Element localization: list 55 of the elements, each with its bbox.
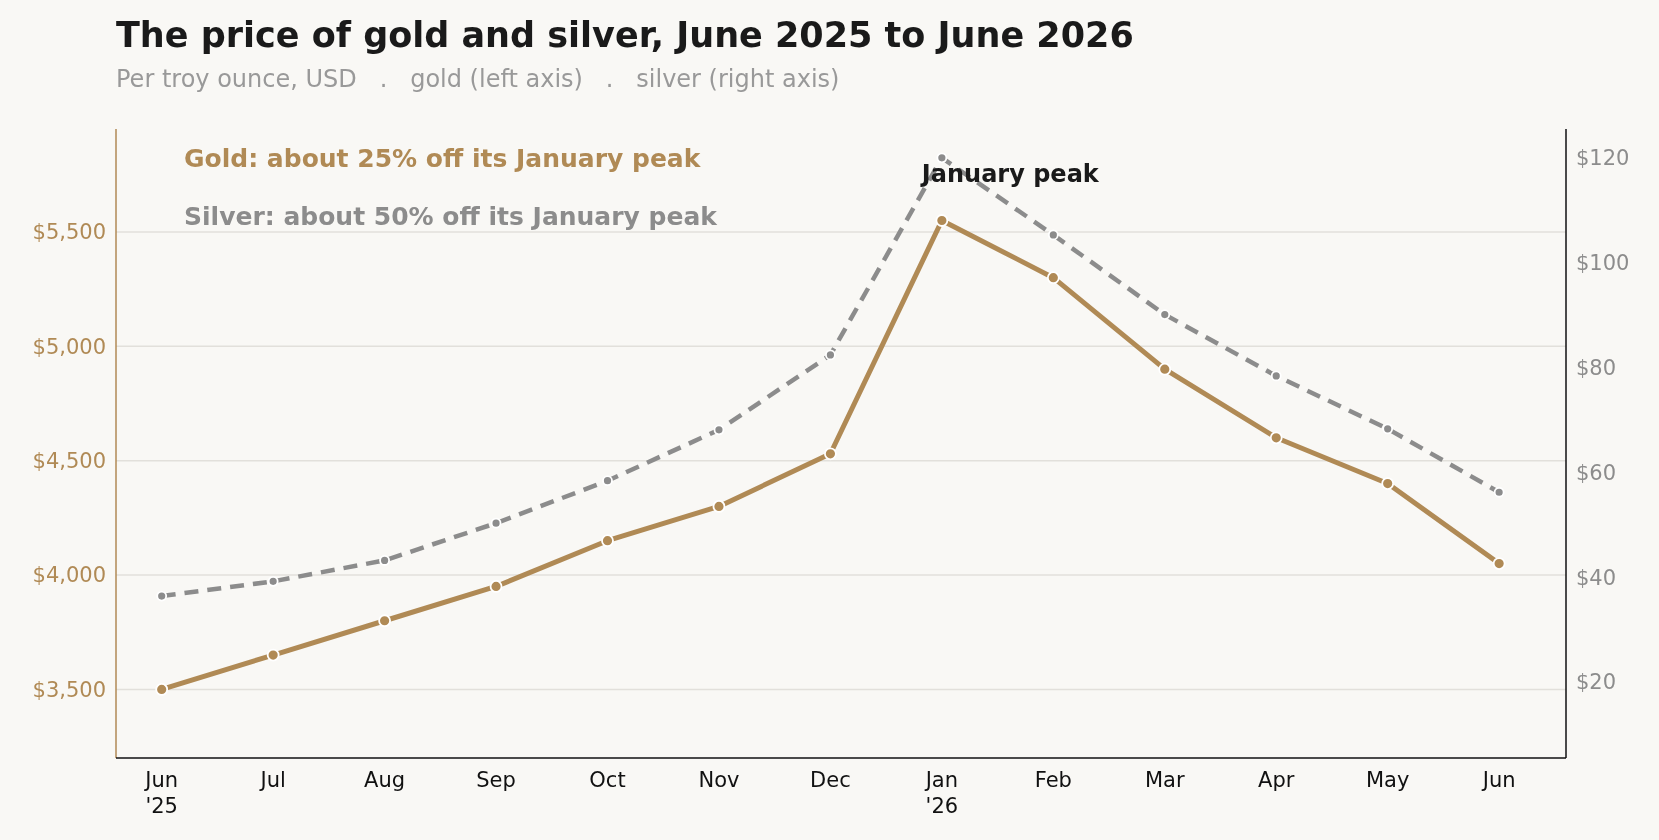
chart-title: The price of gold and silver, June 2025 to June 2026 xyxy=(116,15,1134,55)
chart-subtitle: Per troy ounce, USD . gold (left axis) . silver (right axis) xyxy=(116,65,840,93)
y-tick-label: $5,000 xyxy=(32,334,106,359)
x-tick-label: Jun xyxy=(1480,768,1516,792)
point xyxy=(1493,486,1505,498)
point xyxy=(1492,557,1506,570)
point xyxy=(379,554,390,566)
point xyxy=(712,500,726,513)
point xyxy=(267,575,279,587)
x-tick-label: Nov xyxy=(698,768,740,792)
point xyxy=(1382,423,1394,435)
point xyxy=(825,349,836,361)
x-tick-label: Apr xyxy=(1258,768,1295,792)
y2-tick-label: $60 xyxy=(1576,460,1617,485)
point xyxy=(601,534,614,548)
point xyxy=(1270,370,1282,382)
point xyxy=(1159,309,1171,320)
annotation: January peak xyxy=(919,159,1100,188)
point xyxy=(713,424,725,436)
y2-tick-label: $40 xyxy=(1576,565,1617,590)
x-tick-label: Jan '26 xyxy=(923,768,959,818)
point xyxy=(1269,431,1283,445)
point xyxy=(156,590,168,602)
point xyxy=(602,475,613,487)
point xyxy=(489,580,503,593)
point xyxy=(155,682,169,696)
y-tick-label: $4,000 xyxy=(32,563,106,588)
point xyxy=(1158,362,1172,376)
point xyxy=(1046,271,1060,285)
point xyxy=(266,648,280,662)
point xyxy=(490,517,502,529)
y-tick-label: $4,500 xyxy=(32,449,106,473)
point xyxy=(378,614,391,628)
x-tick-label: Jun '25 xyxy=(143,768,179,818)
point xyxy=(936,152,948,164)
x-tick-label: Dec xyxy=(810,768,851,792)
annotation: Gold: about 25% off its January peak xyxy=(184,144,702,173)
x-tick-label: Aug xyxy=(364,768,406,792)
y-tick-label: $5,500 xyxy=(32,220,106,245)
y2-tick-label: $120 xyxy=(1576,146,1630,171)
point xyxy=(1047,229,1059,241)
y2-tick-label: $20 xyxy=(1576,670,1617,695)
x-tick-label: Mar xyxy=(1144,768,1185,792)
x-tick-label: May xyxy=(1365,768,1410,792)
y2-tick-label: $80 xyxy=(1576,355,1617,380)
x-tick-label: Feb xyxy=(1034,768,1072,792)
x-tick-label: Jul xyxy=(258,768,286,792)
y2-tick-label: $100 xyxy=(1576,251,1630,276)
point xyxy=(1381,477,1395,490)
x-tick-label: Sep xyxy=(476,768,516,792)
point xyxy=(935,214,949,227)
y-tick-label: $3,500 xyxy=(32,677,106,702)
annotation: Silver: about 50% off its January peak xyxy=(184,202,719,231)
x-tick-label: Oct xyxy=(589,768,626,792)
point xyxy=(824,447,837,461)
